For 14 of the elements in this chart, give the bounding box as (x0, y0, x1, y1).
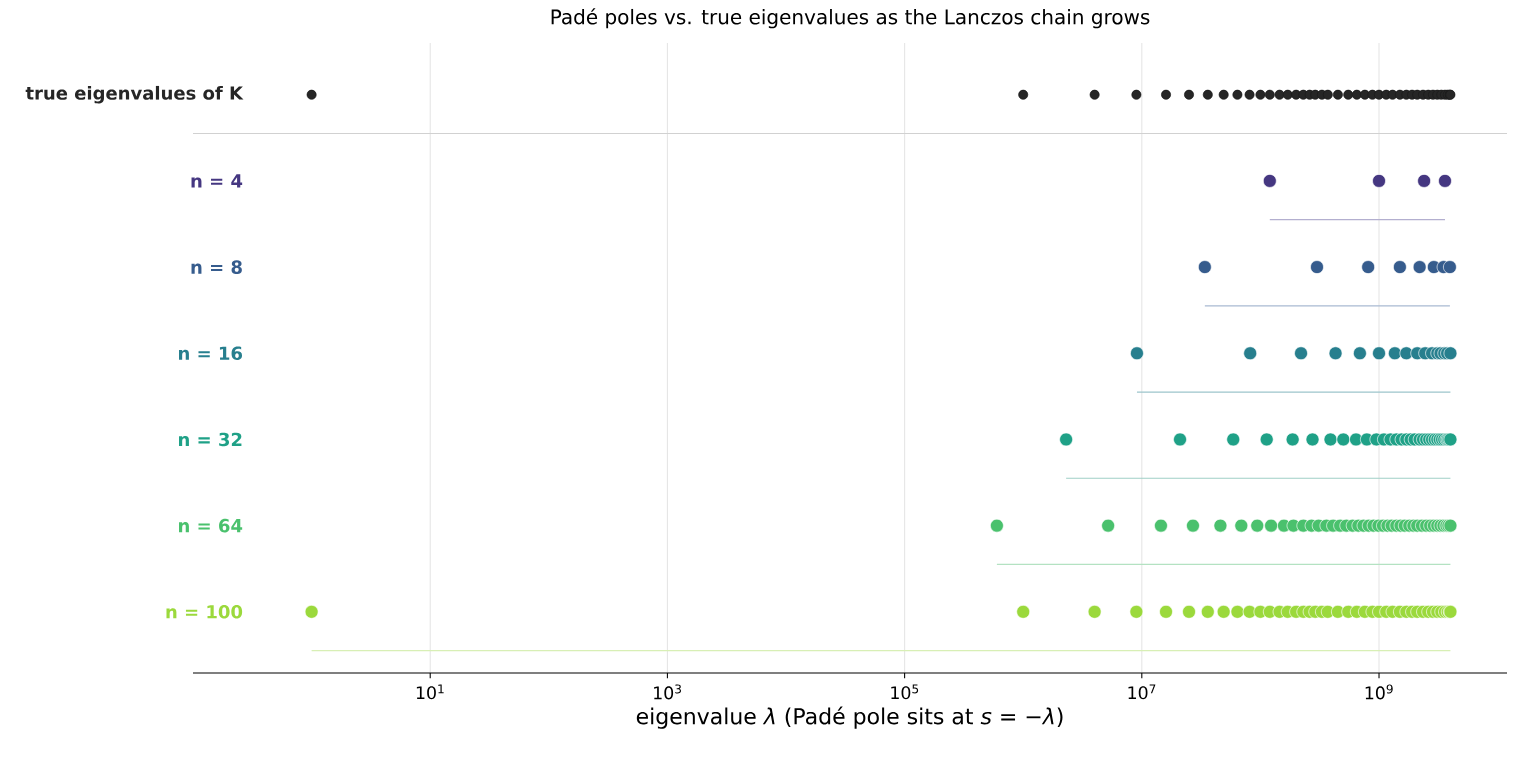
y-tick-label: n = 8 (191, 260, 242, 274)
y-tick-label: true eigenvalues of K (25, 85, 244, 104)
y-tick-label: n = 64 (179, 518, 243, 533)
y-tick-label: n = 100 (166, 605, 243, 619)
x-tick-label: 10$^{9}$ (1365, 684, 1393, 700)
y-tick-label: n = 16 (179, 346, 243, 361)
y-tick-label: n = 4 (191, 174, 243, 188)
x-axis-title: eigenvalue λ (Padé pole sits at s = −λ) (636, 706, 1063, 729)
chart-title: Padé poles vs. true eigenvalues as the Lanczos chain grows (551, 8, 1150, 29)
x-tick-label: 10$^{5}$ (891, 684, 919, 700)
x-tick-label: 10$^{7}$ (1128, 684, 1156, 700)
x-tick-label: 10$^{3}$ (654, 684, 681, 700)
y-tick-label: n = 32 (179, 432, 242, 447)
x-tick-label: 10$^{1}$ (416, 684, 444, 700)
